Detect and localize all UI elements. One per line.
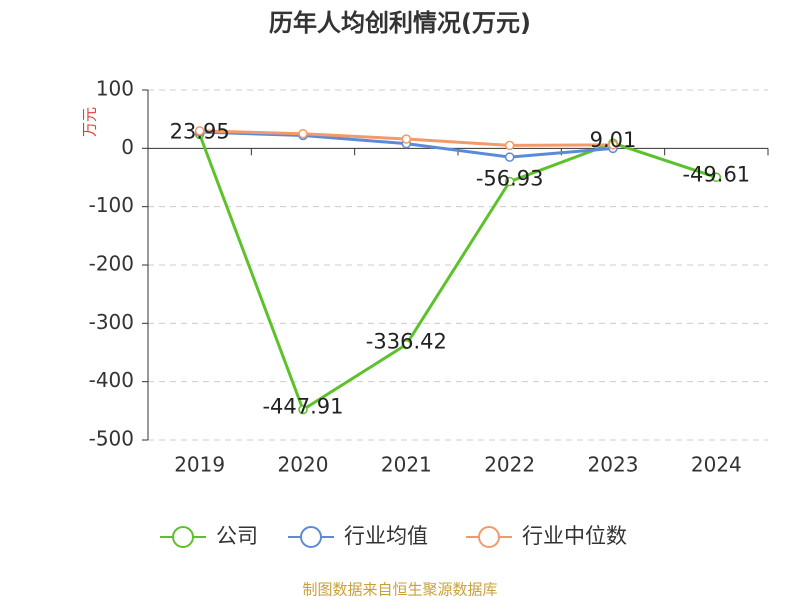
point: [298, 404, 308, 415]
data-label: 9.01: [590, 128, 637, 152]
x-tick-label: 2022: [484, 453, 535, 477]
point: [401, 134, 412, 144]
point: [504, 140, 515, 151]
y-axis-label: 万元: [81, 107, 99, 137]
y-tick-label: -500: [89, 427, 134, 451]
series-line: [198, 133, 717, 412]
point: [711, 172, 722, 183]
data-label: -336.42: [366, 330, 447, 354]
point: [194, 126, 205, 136]
y-tick-label: -300: [89, 310, 134, 334]
legend-label: 行业中位数: [522, 524, 627, 548]
x-tick-label: 2021: [381, 453, 432, 477]
y-tick-label: 0: [121, 135, 134, 159]
y-tick-label: -400: [89, 368, 134, 392]
point: [608, 140, 618, 150]
legend-marker: [478, 526, 500, 548]
legend-label: 公司: [216, 524, 258, 548]
y-tick-label: 100: [96, 77, 134, 101]
x-tick-label: 2019: [174, 453, 225, 477]
data-label: -447.91: [262, 395, 343, 419]
x-tick-label: 2024: [691, 453, 742, 477]
legend-marker: [172, 526, 194, 548]
legend-label: 行业均值: [344, 524, 428, 548]
point: [298, 129, 308, 139]
y-tick-label: -200: [89, 252, 134, 276]
legend-marker: [300, 526, 322, 548]
point: [401, 339, 412, 350]
data-label: -56.93: [476, 167, 544, 191]
data-label: -49.61: [682, 162, 750, 186]
data-label: 23.95: [170, 119, 230, 143]
source: 制图数据来自恒生聚源数据库: [302, 581, 497, 599]
x-tick-label: 2020: [278, 453, 329, 477]
chart-title: 历年人均创利情况(万元): [269, 9, 531, 37]
x-tick-label: 2023: [588, 453, 639, 477]
point: [504, 176, 515, 187]
point: [504, 152, 515, 162]
y-tick-label: -100: [89, 193, 134, 217]
